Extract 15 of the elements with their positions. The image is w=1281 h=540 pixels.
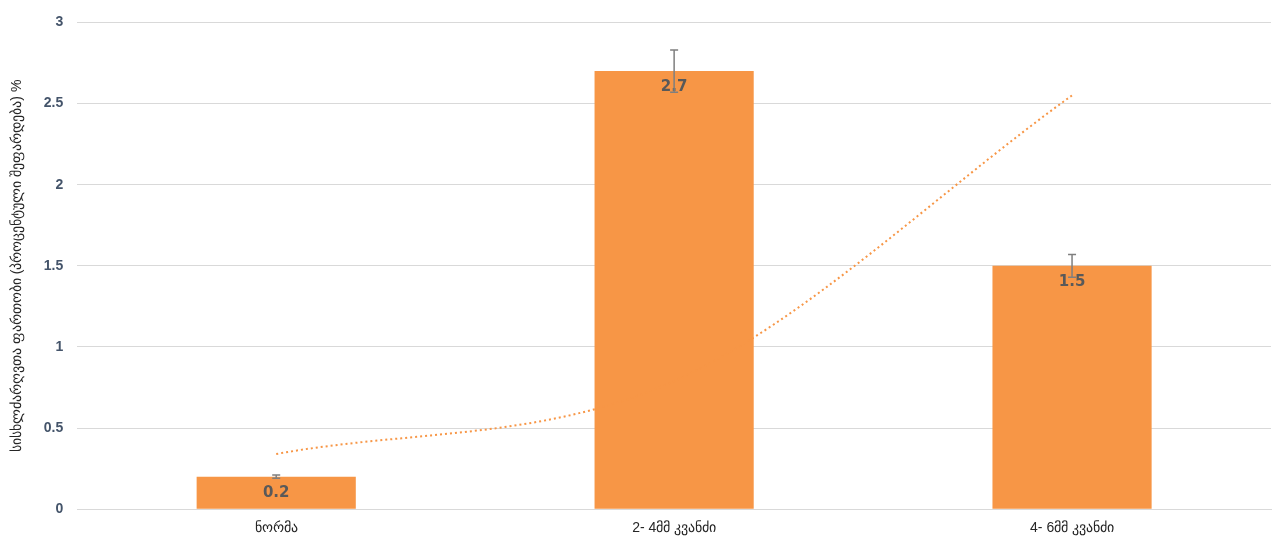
data-label: 1.5 — [1058, 271, 1086, 290]
x-tick-label: 2- 4მმ კვანძი — [632, 519, 717, 537]
data-label: 0.2 — [262, 482, 290, 501]
y-tick-label: 0 — [55, 500, 64, 517]
bar — [992, 265, 1152, 509]
bar — [196, 476, 356, 509]
x-tick-label: 4- 6მმ კვანძი — [1030, 519, 1115, 537]
y-tick-label: 2 — [55, 175, 64, 192]
x-tick-label: ნორმა — [254, 519, 298, 536]
y-tick-label: 0.5 — [43, 418, 64, 435]
y-tick-label: 1 — [55, 337, 64, 354]
y-tick-label: 3 — [55, 13, 64, 30]
y-tick-label: 2.5 — [43, 94, 64, 111]
y-axis-title: სისხლძარღვთა ფართობი (პროცენტული შეფარდება) % — [8, 79, 26, 452]
y-tick-label: 1.5 — [43, 256, 64, 273]
